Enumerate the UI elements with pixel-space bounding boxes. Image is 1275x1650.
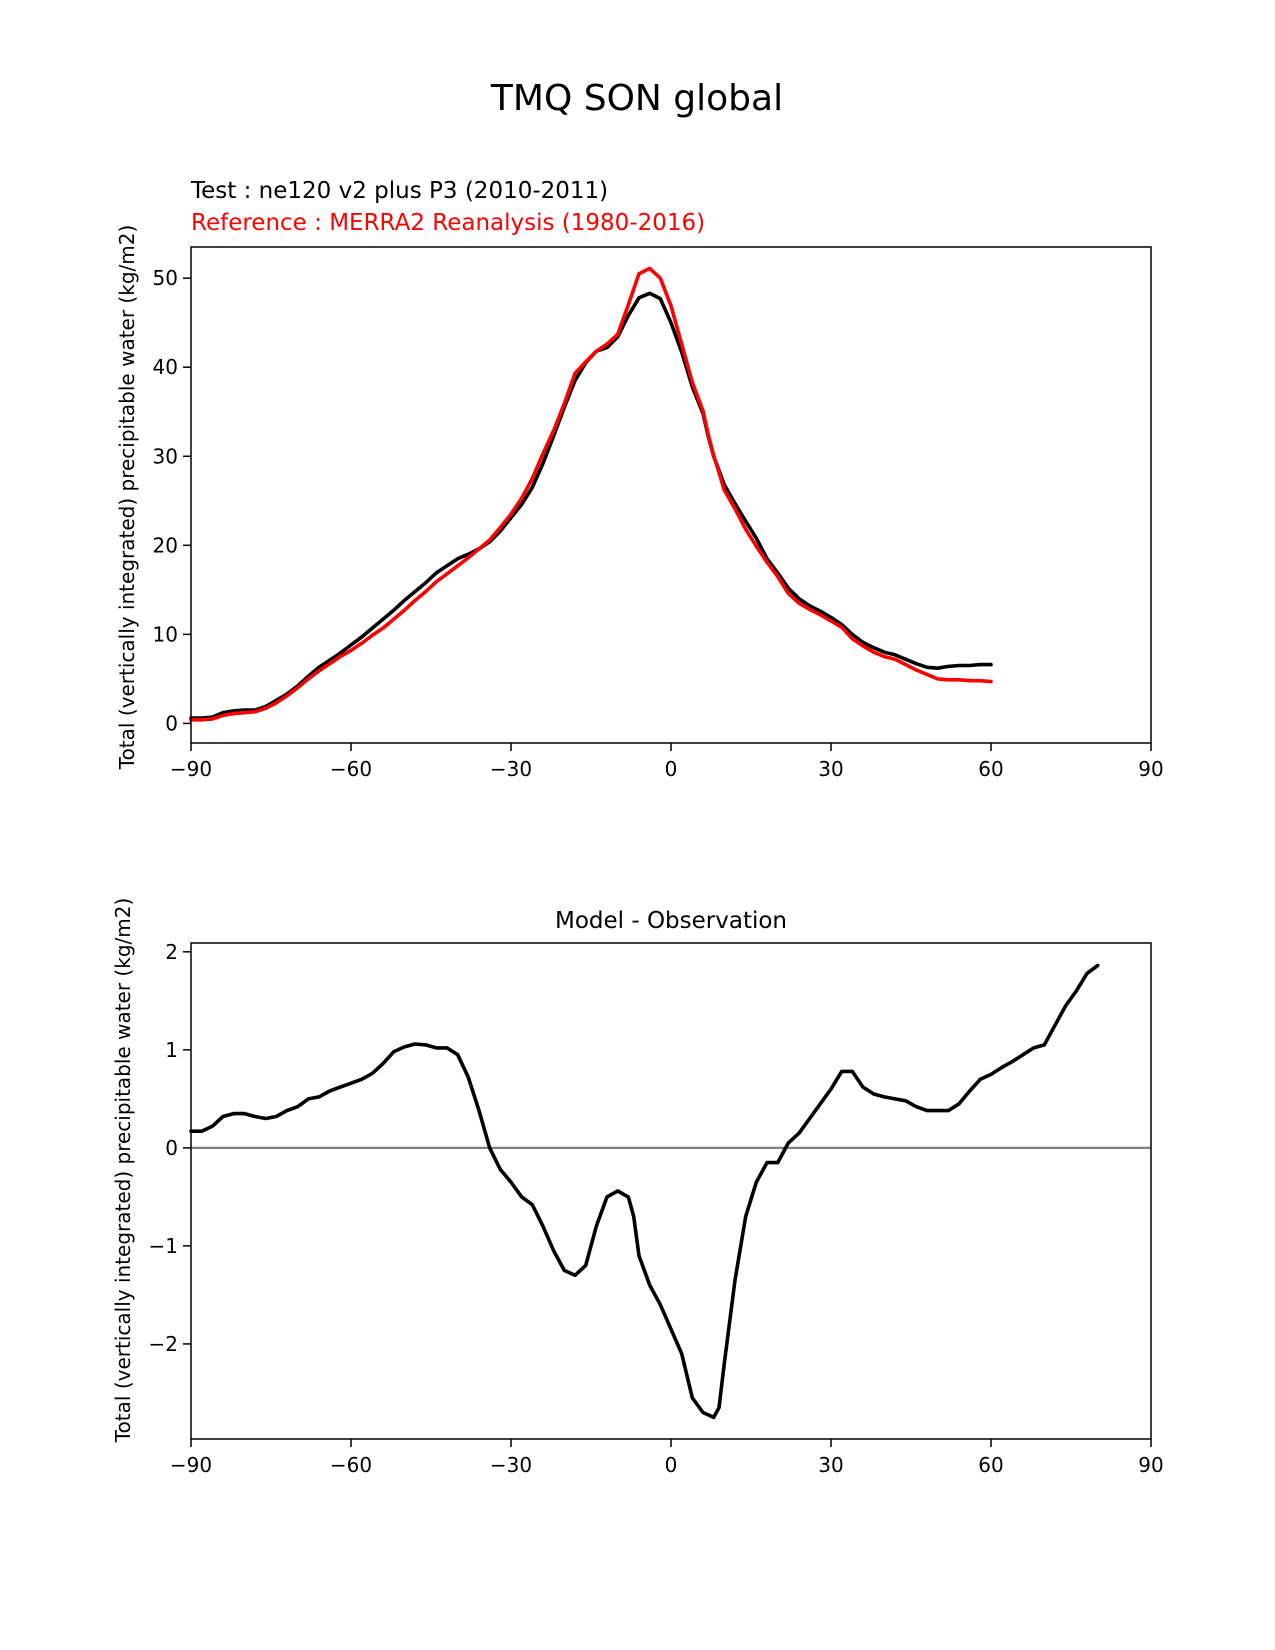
top-y-tick-label: 30 bbox=[153, 444, 178, 468]
top-y-tick-label: 50 bbox=[153, 266, 178, 290]
top-subtitle-test: Test : ne120 v2 plus P3 (2010-2011) bbox=[190, 178, 608, 204]
top-x-tick-label: −60 bbox=[330, 757, 372, 781]
top-x-tick-label: 0 bbox=[665, 757, 678, 781]
bottom-y-tick-label: 1 bbox=[165, 1038, 178, 1062]
top-series-2-line bbox=[189, 266, 993, 722]
bottom-chart-title: Model - Observation bbox=[555, 908, 787, 934]
bottom-y-axis-label: Total (vertically integrated) precipitab… bbox=[111, 898, 135, 1444]
bottom-x-tick-label: 30 bbox=[818, 1453, 843, 1477]
bottom-x-tick-label: 0 bbox=[665, 1453, 678, 1477]
top-subtitle-reference: Reference : MERRA2 Reanalysis (1980-2016… bbox=[191, 210, 705, 236]
figure-title: TMQ SON global bbox=[490, 78, 783, 119]
top-y-axis-label: Total (vertically integrated) precipitab… bbox=[115, 225, 139, 771]
top-x-tick-label: −30 bbox=[490, 757, 532, 781]
top-y-tick-label: 10 bbox=[153, 622, 178, 646]
bottom-x-tick-label: −60 bbox=[330, 1453, 372, 1477]
top-y-tick-label: 20 bbox=[153, 533, 178, 557]
top-y-tick-label: 0 bbox=[165, 711, 178, 735]
bottom-y-tick-label: 0 bbox=[165, 1136, 178, 1160]
top-x-tick-label: −90 bbox=[170, 757, 212, 781]
bottom-series-1-line bbox=[189, 963, 1100, 1420]
bottom-plot-frame bbox=[190, 942, 1152, 1440]
bottom-y-tick-label: 2 bbox=[165, 940, 178, 964]
bottom-y-tick-label: −1 bbox=[149, 1234, 178, 1258]
bottom-x-tick-label: 60 bbox=[978, 1453, 1003, 1477]
top-x-tick-label: 60 bbox=[978, 757, 1003, 781]
bottom-x-tick-label: −30 bbox=[490, 1453, 532, 1477]
top-x-tick-label: 90 bbox=[1138, 757, 1163, 781]
bottom-chart: Model - Observation Total (vertically in… bbox=[111, 898, 1164, 1477]
top-x-tick-label: 30 bbox=[818, 757, 843, 781]
bottom-y-tick-label: −2 bbox=[149, 1332, 178, 1356]
bottom-x-tick-label: 90 bbox=[1138, 1453, 1163, 1477]
top-chart: Test : ne120 v2 plus P3 (2010-2011) Refe… bbox=[115, 178, 1164, 781]
bottom-x-tick-label: −90 bbox=[170, 1453, 212, 1477]
top-y-tick-label: 40 bbox=[153, 355, 178, 379]
